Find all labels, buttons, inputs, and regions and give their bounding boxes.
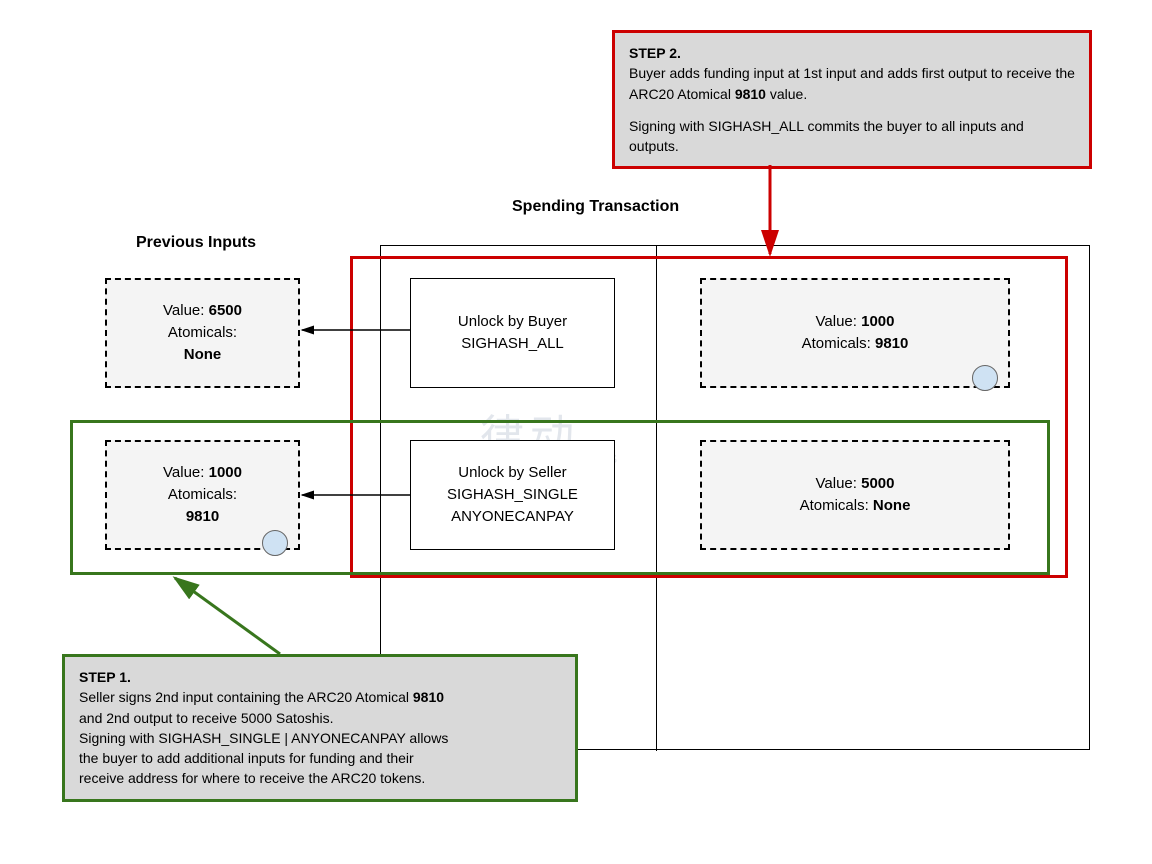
step1-l3: Signing with SIGHASH_SINGLE | ANYONECANP… xyxy=(79,728,561,748)
step2-callout: STEP 2. Buyer adds funding input at 1st … xyxy=(612,30,1092,169)
arrow-step1 xyxy=(175,578,280,654)
step1-l4: the buyer to add additional inputs for f… xyxy=(79,748,561,768)
step2-para1: Buyer adds funding input at 1st input an… xyxy=(629,63,1075,104)
step1-l5: receive address for where to receive the… xyxy=(79,768,561,788)
step1-l2: and 2nd output to receive 5000 Satoshis. xyxy=(79,708,561,728)
prev-top-value: Value: 6500 xyxy=(163,300,242,322)
heading-spending-tx: Spending Transaction xyxy=(512,198,679,216)
heading-prev-inputs-text: Previous Inputs xyxy=(136,234,256,251)
step2-title: STEP 2. xyxy=(629,43,1075,63)
overlay-step1 xyxy=(70,420,1050,575)
step1-callout: STEP 1. Seller signs 2nd input containin… xyxy=(62,654,578,802)
heading-spending-tx-text: Spending Transaction xyxy=(512,198,679,215)
step1-l1: Seller signs 2nd input containing the AR… xyxy=(79,687,561,707)
step2-para2: Signing with SIGHASH_ALL commits the buy… xyxy=(629,116,1075,157)
prev-top-atomicals: Atomicals: None xyxy=(168,322,237,366)
step1-title: STEP 1. xyxy=(79,667,561,687)
heading-prev-inputs: Previous Inputs xyxy=(136,234,256,252)
prev-input-top: Value: 6500 Atomicals: None xyxy=(105,278,300,388)
